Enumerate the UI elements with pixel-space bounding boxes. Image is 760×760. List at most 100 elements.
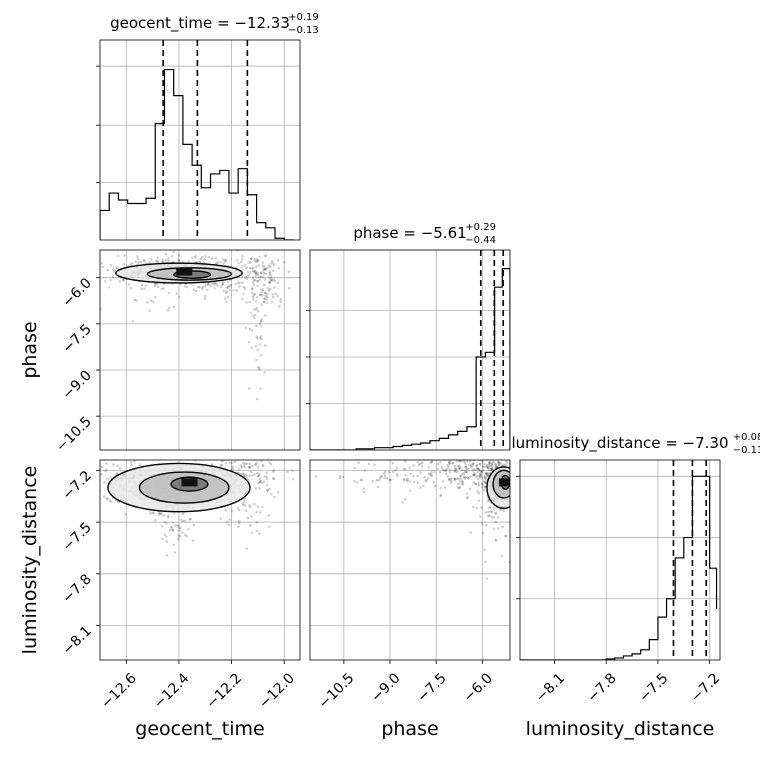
sample-point [443, 486, 447, 489]
sample-point [113, 269, 116, 273]
sample-point [262, 272, 266, 275]
sample-point [460, 460, 463, 463]
sample-point [511, 487, 514, 490]
sample-point [466, 460, 469, 463]
sample-point [419, 462, 422, 465]
sample-point [219, 517, 223, 520]
sample-point [383, 474, 387, 478]
sample-point [392, 470, 395, 474]
ytick-label-phase-0: −10.5 [53, 414, 95, 456]
sample-point [268, 265, 272, 269]
sample-point [171, 528, 174, 532]
sample-point [152, 300, 155, 303]
sample-point [254, 274, 258, 278]
sample-point [444, 468, 448, 472]
sample-point [173, 551, 177, 554]
sample-point [253, 270, 257, 273]
sample-point [258, 368, 261, 371]
sample-point [484, 511, 488, 514]
sample-point [213, 282, 217, 286]
sample-point [259, 293, 262, 296]
sample-point [251, 291, 254, 295]
sample-point [268, 287, 272, 291]
sample-point [240, 265, 244, 268]
sample-point [474, 473, 477, 476]
sample-point [251, 287, 254, 291]
sample-point [165, 522, 168, 525]
sample-point [474, 457, 477, 460]
sample-point [272, 477, 275, 481]
ytick-label-luminosity_distance-2: −7.5 [59, 520, 94, 555]
sample-point [475, 475, 478, 479]
sample-point [492, 527, 496, 531]
sample-point [456, 486, 460, 489]
sample-point [255, 258, 258, 261]
sample-point [487, 461, 491, 464]
sample-point [273, 279, 276, 283]
sample-point [277, 266, 281, 270]
sample-point [260, 303, 263, 307]
sample-point [453, 478, 457, 481]
sample-point [511, 467, 514, 470]
sample-point [483, 485, 487, 489]
sample-point [229, 283, 233, 287]
sample-point [193, 256, 197, 259]
sample-point [164, 252, 168, 256]
sample-point [512, 481, 515, 484]
sample-point [261, 463, 265, 467]
sample-point [183, 533, 187, 537]
sample-point [230, 461, 234, 464]
sample-point [259, 320, 263, 323]
hist-title-sup-luminosity_distance: +0.08 [733, 432, 760, 443]
sample-point [203, 297, 207, 300]
sample-point [383, 470, 387, 474]
sample-point [203, 294, 207, 298]
sample-point [404, 460, 407, 463]
sample-point [269, 278, 273, 282]
sample-point [263, 254, 267, 258]
sample-point [177, 534, 180, 537]
sample-point [238, 453, 241, 456]
sample-point [475, 464, 478, 468]
sample-point [480, 482, 484, 486]
sample-point [267, 286, 270, 290]
sample-point [219, 463, 222, 467]
sample-point [463, 477, 466, 480]
sample-point [254, 454, 257, 457]
sample-point [261, 269, 265, 273]
sample-point [171, 528, 175, 532]
sample-point [259, 275, 263, 279]
sample-point [274, 292, 277, 295]
panel-2d-inner [314, 457, 515, 580]
sample-point [166, 514, 170, 518]
sample-point [268, 270, 271, 273]
sample-point [489, 468, 493, 471]
sample-point [278, 305, 281, 308]
sample-point [377, 478, 381, 482]
sample-point [271, 293, 274, 296]
sample-point [254, 308, 258, 311]
sample-point [469, 475, 472, 478]
xaxis-label-luminosity_distance: luminosity_distance [526, 718, 715, 740]
sample-point [201, 285, 204, 289]
sample-point [254, 272, 258, 276]
sample-point [357, 461, 360, 465]
sample-point [221, 282, 225, 285]
sample-point [118, 279, 122, 283]
ytick-label-luminosity_distance-1: −7.8 [59, 571, 94, 606]
sample-point [160, 287, 164, 291]
sample-point [194, 254, 197, 258]
sample-point [416, 474, 419, 478]
sample-point [253, 278, 257, 282]
sample-point [141, 283, 144, 287]
sample-point [270, 259, 274, 263]
sample-point [494, 520, 497, 524]
sample-point [427, 477, 430, 480]
sample-point [512, 486, 515, 489]
sample-point [262, 300, 266, 304]
sample-point [493, 462, 497, 465]
sample-point [112, 463, 115, 467]
panel-2d-inner [100, 250, 291, 401]
sample-point [383, 476, 386, 480]
sample-point [459, 479, 462, 483]
